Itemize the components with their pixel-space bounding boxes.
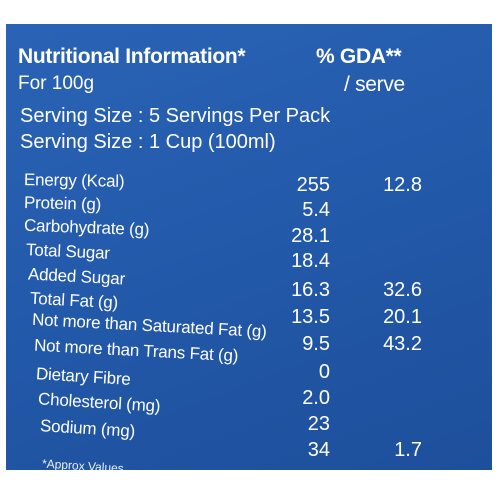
- row-label-sodium: Sodium (mg): [39, 416, 136, 441]
- row-label-trans-fat: Not more than Trans Fat (g): [33, 335, 239, 366]
- serving-size-line-2: Serving Size : 1 Cup (100ml): [20, 131, 276, 153]
- row-label-added-sugar: Added Sugar: [27, 264, 126, 289]
- row-value-trans-fat: 0: [318, 361, 330, 383]
- row-value-dietary-fibre: 2.0: [302, 387, 330, 409]
- footnote-approx-values: *Approx Values: [41, 456, 125, 470]
- row-value-sodium: 34: [307, 439, 330, 461]
- row-value-total-sugar: 18.4: [291, 250, 330, 272]
- row-value-protein: 5.4: [302, 199, 330, 221]
- row-label-protein: Protein (g): [23, 192, 102, 215]
- row-value-saturated-fat: 9.5: [302, 333, 330, 355]
- row-gda-added-sugar: 32.6: [383, 279, 422, 301]
- row-gda-energy: 12.8: [383, 174, 422, 196]
- row-gda-total-fat: 20.1: [383, 306, 422, 328]
- row-label-carbohydrate: Carbohydrate (g): [23, 215, 150, 240]
- row-value-total-fat: 13.5: [291, 306, 330, 328]
- row-label-saturated-fat: Not more than Saturated Fat (g): [31, 309, 268, 342]
- gda-title: % GDA**: [316, 45, 402, 68]
- row-gda-sodium: 1.7: [394, 439, 422, 461]
- row-gda-saturated-fat: 43.2: [383, 333, 422, 355]
- row-value-added-sugar: 16.3: [291, 279, 330, 301]
- row-value-carbohydrate: 28.1: [291, 225, 330, 247]
- row-value-cholesterol: 23: [307, 413, 330, 435]
- nutrition-label-panel: Nutritional Information* % GDA** For 100…: [6, 24, 492, 470]
- nutrition-title: Nutritional Information*: [18, 45, 246, 68]
- row-label-energy: Energy (Kcal): [23, 170, 125, 191]
- row-label-dietary-fibre: Dietary Fibre: [35, 364, 132, 389]
- gda-per-serve: / serve: [344, 73, 405, 96]
- serving-size-line-1: Serving Size : 5 Servings Per Pack: [20, 105, 331, 127]
- row-value-energy: 255: [296, 174, 330, 196]
- row-label-total-fat: Total Fat (g): [29, 288, 119, 313]
- row-label-total-sugar: Total Sugar: [25, 240, 111, 263]
- row-label-cholesterol: Cholesterol (mg): [37, 389, 161, 416]
- per-100g-label: For 100g: [18, 73, 95, 94]
